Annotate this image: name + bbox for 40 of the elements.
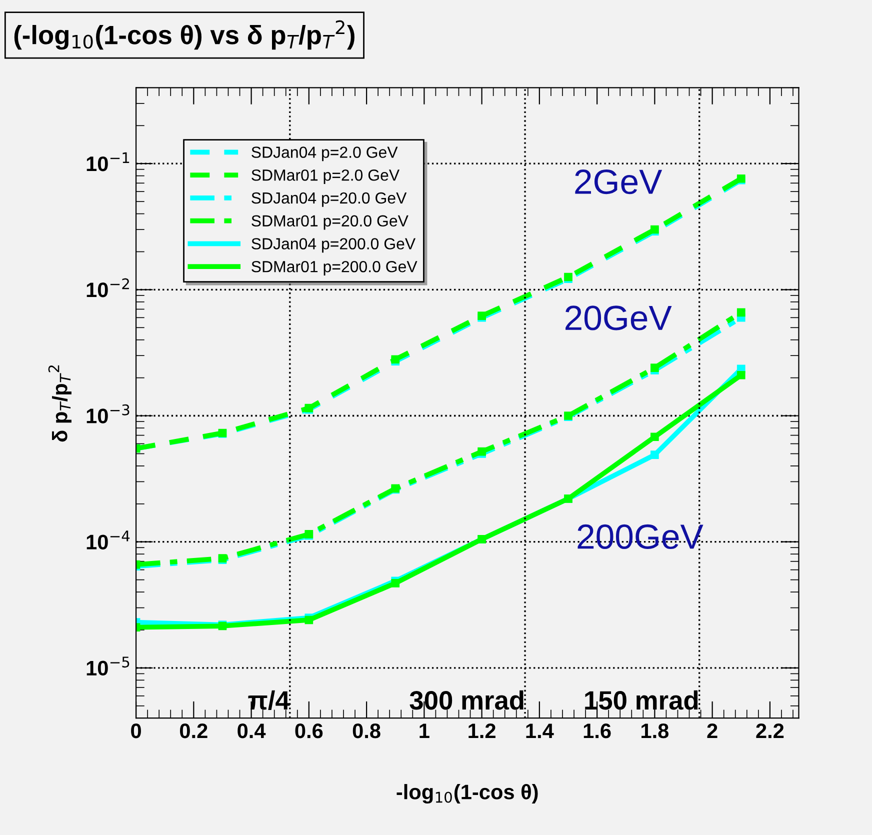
- ref-line-label: π/4: [248, 690, 290, 710]
- x-tick-label: 1: [420, 724, 430, 738]
- y-tick-label: 10$^{−2}$: [86, 278, 129, 298]
- y-tick-label: 10$^{−5}$: [86, 656, 130, 676]
- annotation: 2GeV: [575, 169, 662, 194]
- y-tick-label: 10$^{−1}$: [86, 152, 130, 172]
- point: [650, 432, 659, 442]
- point: [650, 364, 659, 372]
- point: [304, 616, 314, 624]
- y-tick-label: 10$^{−4}$: [86, 530, 130, 550]
- x-tick-label: 0.4: [238, 724, 266, 738]
- legend-label: SDJan04 p=200.0 GeV: [252, 238, 416, 253]
- x-tick-label: 1.2: [468, 724, 496, 738]
- y-axis-title: δ p$_{T}$/p$_{T}$$^{2}$: [48, 365, 72, 442]
- x-tick-label: 2.2: [756, 724, 784, 738]
- x-tick-label: 0: [131, 724, 141, 738]
- y-tick-label: 10$^{−3}$: [86, 404, 130, 424]
- x-tick-label: 0.8: [352, 724, 380, 738]
- point: [650, 450, 659, 459]
- legend-label: SDMar01 p=200.0 GeV: [252, 260, 418, 276]
- legend-label: SDMar01 p=20.0 GeV: [252, 215, 408, 230]
- annotation: 20GeV: [566, 306, 672, 330]
- legend-label: SDMar01 p=2.0 GeV: [252, 169, 400, 184]
- point: [478, 447, 486, 456]
- point: [736, 370, 746, 380]
- x-axis-title: -log$_{10}$(1-cos θ): [396, 784, 538, 804]
- x-tick-label: 1.6: [584, 724, 611, 738]
- legend-label: SDJan04 p=2.0 GeV: [252, 146, 398, 162]
- x-tick-label: 0.2: [180, 724, 208, 738]
- x-tick-label: 1.4: [526, 724, 554, 738]
- x-tick-label: 1.8: [642, 724, 669, 738]
- point: [736, 308, 746, 317]
- legend-label: SDJan04 p=20.0 GeV: [252, 192, 407, 207]
- ref-line-label: 300 mrad: [410, 690, 524, 710]
- x-tick-label: 2: [707, 724, 718, 738]
- annotation: 200GeV: [578, 524, 704, 550]
- chart-title: (-log$_{10}$(1-cos θ) vs δ p$_{T}$/p$_{T}$$^{2}$): [14, 20, 354, 50]
- x-tick-label: 0.6: [295, 724, 323, 738]
- point: [391, 579, 400, 588]
- ref-line-label: 150 mrad: [585, 690, 698, 710]
